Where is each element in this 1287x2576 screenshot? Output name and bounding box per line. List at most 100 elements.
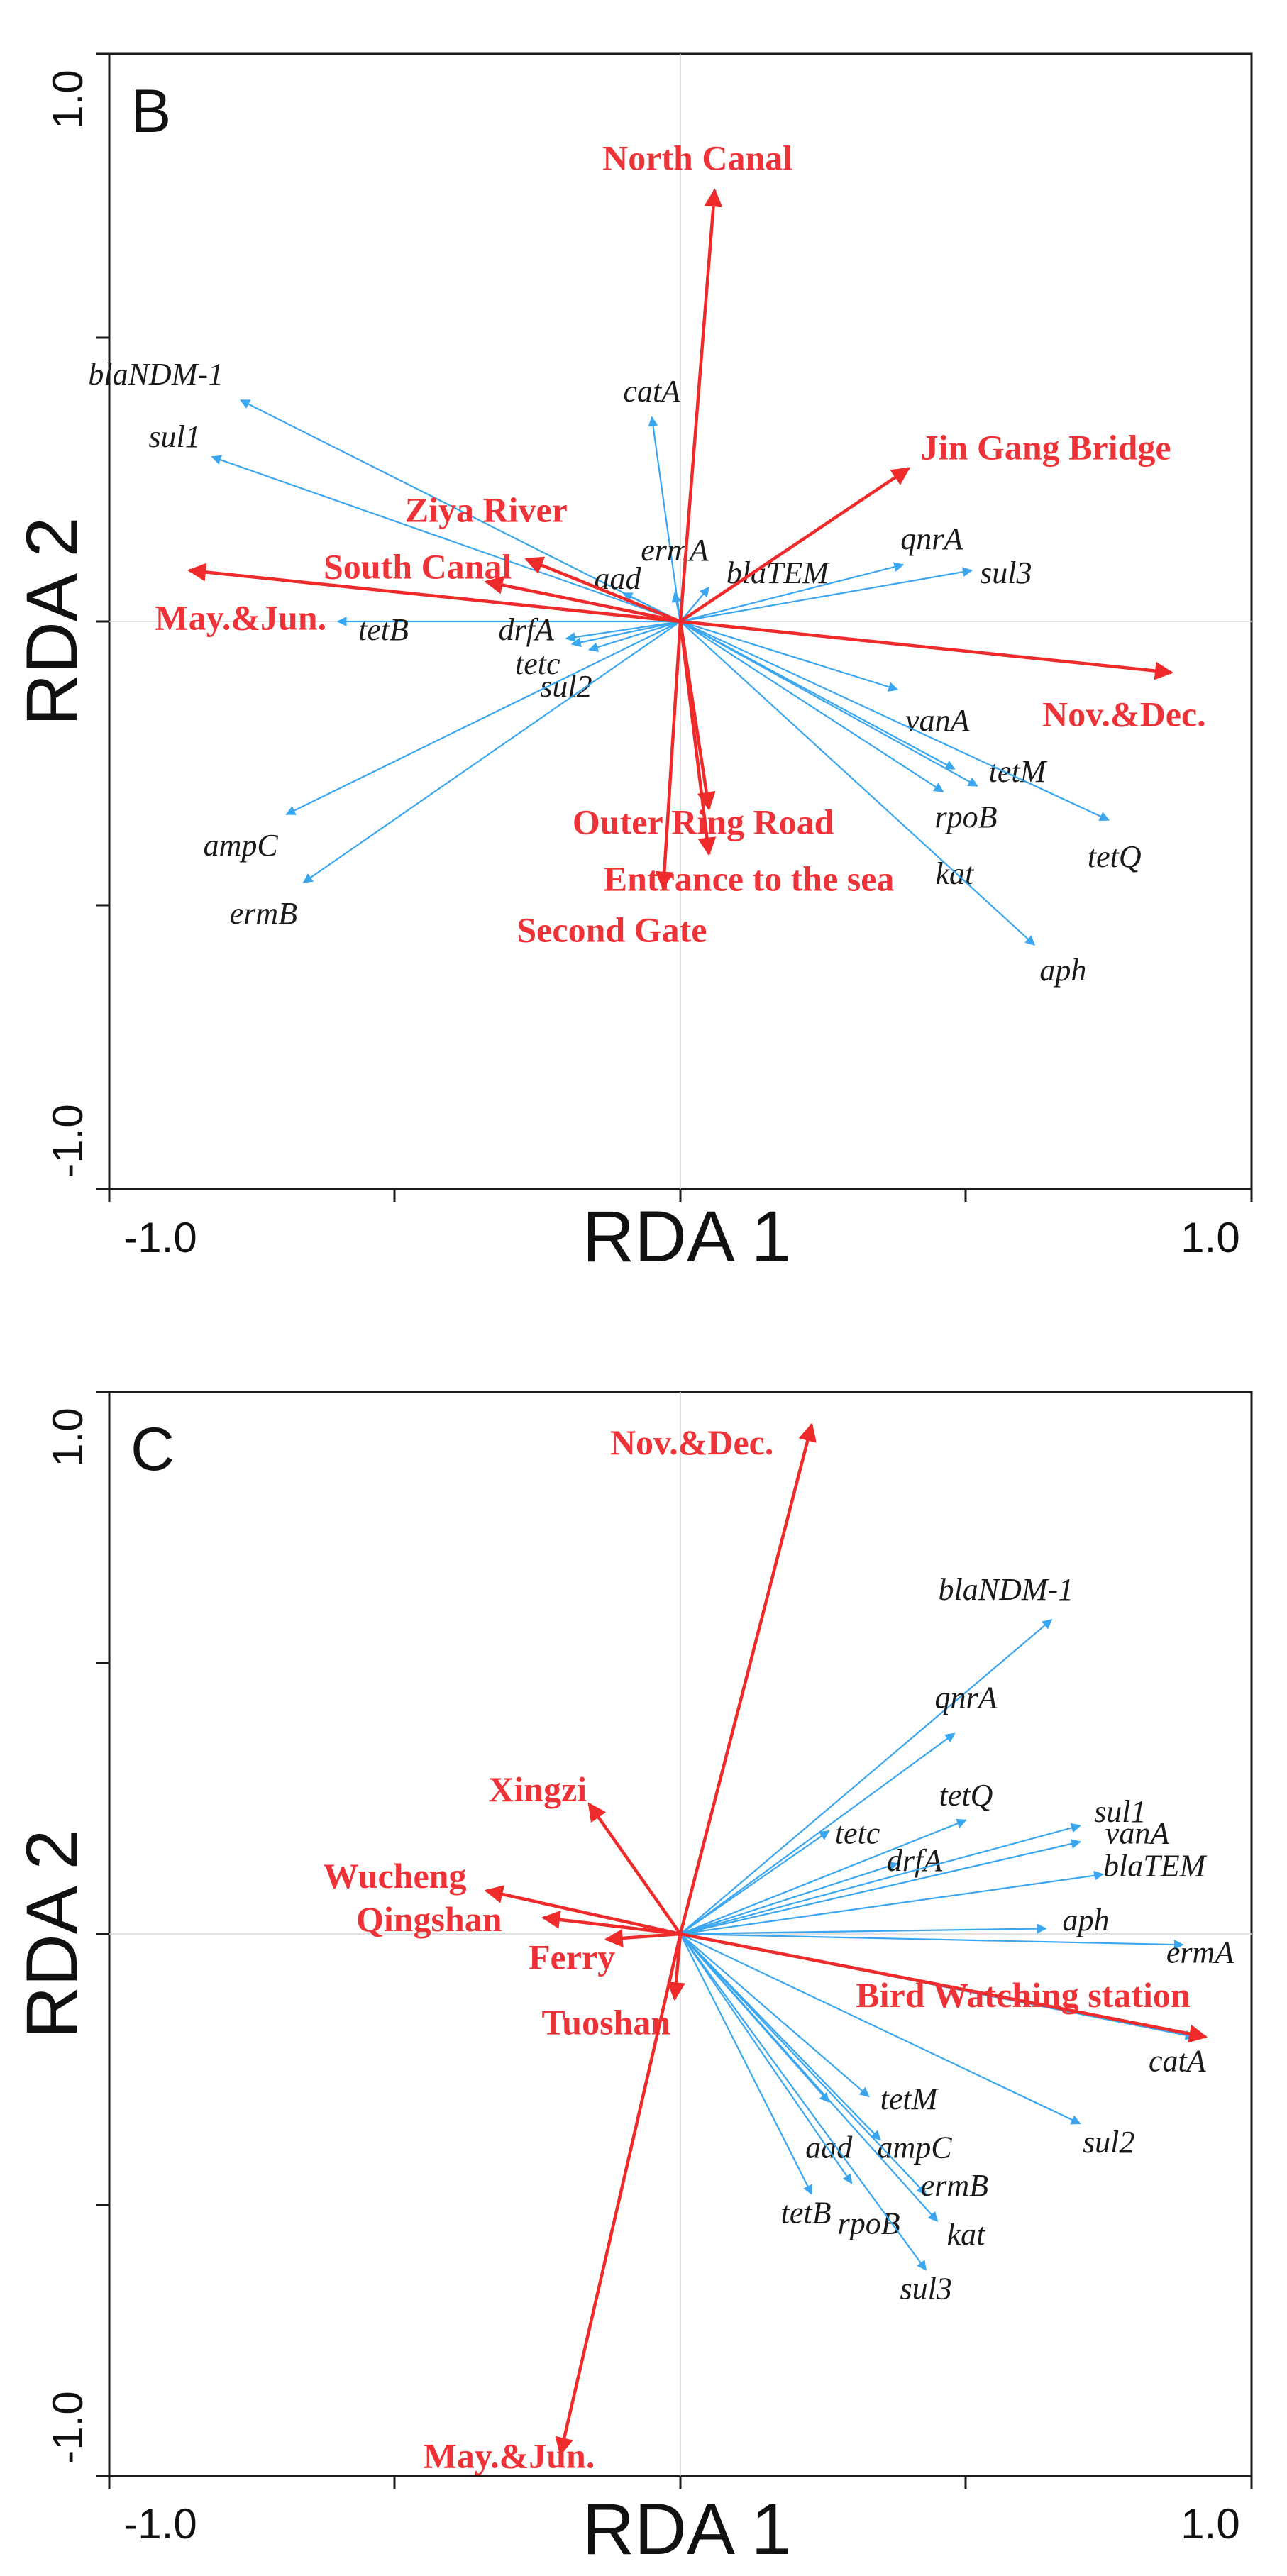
gene-arrow-drfa bbox=[565, 620, 681, 643]
x-axis-label: RDA 1 bbox=[582, 1196, 792, 1277]
env-label-tuoshan: Tuoshan bbox=[542, 2002, 671, 2042]
gene-arrow-blandm-1 bbox=[680, 1618, 1053, 1935]
gene-arrow-ampc bbox=[285, 621, 681, 815]
gene-label-tetq: tetQ bbox=[1088, 839, 1142, 874]
gene-label-rpob: rpoB bbox=[935, 800, 998, 834]
gene-label-tetm: tetM bbox=[880, 2082, 939, 2116]
env-label-bird-watching-station: Bird Watching station bbox=[856, 1975, 1191, 2015]
gene-arrow-cata bbox=[648, 416, 682, 622]
env-label-second-gate: Second Gate bbox=[517, 910, 707, 949]
gene-arrow-tetq bbox=[680, 1818, 967, 1935]
gene-label-vana: vanA bbox=[905, 703, 971, 738]
gene-arrow-sul1 bbox=[680, 1823, 1081, 1935]
gene-label-ermb: ermB bbox=[921, 2168, 988, 2203]
gene-arrow-sul1 bbox=[211, 455, 681, 623]
env-arrow-wucheng bbox=[484, 1885, 681, 1936]
gene-arrow-blatem bbox=[680, 586, 710, 622]
env-label-wucheng: Wucheng bbox=[324, 1856, 467, 1896]
gene-label-aph: aph bbox=[1039, 953, 1086, 988]
gene-arrow-drfa bbox=[680, 1861, 899, 1935]
gene-label-kat: kat bbox=[947, 2217, 987, 2252]
x-tick-label-left: -1.0 bbox=[123, 1214, 197, 1261]
gene-label-qnra: qnrA bbox=[900, 521, 963, 556]
env-label-ferry: Ferry bbox=[529, 1937, 615, 1977]
y-axis-label: RDA 2 bbox=[11, 1830, 92, 2039]
gene-arrow-blatem bbox=[680, 1870, 1105, 1935]
y-tick-label-top: 1.0 bbox=[44, 1408, 92, 1466]
gene-label-vana: vanA bbox=[1105, 1816, 1171, 1851]
gene-arrow-qnra bbox=[680, 1732, 956, 1935]
env-arrow-nov-dec bbox=[680, 619, 1173, 680]
gene-arrow-rpob bbox=[680, 1933, 853, 2184]
env-label-nov-dec: Nov.&Dec. bbox=[610, 1422, 774, 1462]
env-arrow-may-jun bbox=[555, 1933, 683, 2456]
gene-label-tetc: tetc bbox=[835, 1816, 880, 1851]
env-label-nov-dec: Nov.&Dec. bbox=[1042, 694, 1206, 734]
gene-label-sul2: sul2 bbox=[1083, 2125, 1134, 2160]
y-tick-label-bottom: -1.0 bbox=[44, 1104, 92, 1177]
gene-label-tetb: tetB bbox=[358, 612, 409, 647]
gene-arrow-vana bbox=[680, 1839, 1081, 1935]
panel-label: C bbox=[131, 1415, 175, 1483]
gene-label-sul1: sul1 bbox=[1094, 1794, 1146, 1829]
gene-arrow-ermb bbox=[302, 621, 681, 883]
gene-label-cata: catA bbox=[1149, 2043, 1207, 2078]
env-arrow-ziya-river bbox=[484, 575, 681, 624]
gene-label-tetc: tetc bbox=[515, 646, 560, 681]
env-label-ziya-river: Ziya River bbox=[405, 490, 568, 529]
gene-arrow-sul3 bbox=[680, 1933, 927, 2271]
env-arrow-nov-dec bbox=[678, 1422, 817, 1935]
env-label-may-jun: May.&Jun. bbox=[424, 2436, 595, 2476]
gene-label-qnra: qnrA bbox=[935, 1681, 998, 1715]
x-axis-label: RDA 1 bbox=[582, 2489, 792, 2570]
gene-label-ampc: ampC bbox=[877, 2130, 952, 2165]
gene-arrow-vana bbox=[680, 620, 899, 692]
env-label-jin-gang-bridge: Jin Gang Bridge bbox=[921, 427, 1171, 467]
gene-label-aph: aph bbox=[1063, 1903, 1110, 1937]
gene-label-erma: ermA bbox=[641, 533, 709, 568]
gene-arrow-blandm-1 bbox=[239, 399, 681, 622]
gene-arrow-aph bbox=[680, 621, 1036, 946]
env-arrow-entrance-to-the-sea bbox=[678, 621, 717, 856]
env-label-qingshan: Qingshan bbox=[356, 1899, 502, 1939]
env-arrow-ferry bbox=[604, 1928, 681, 1947]
env-arrow-qingshan bbox=[541, 1910, 681, 1936]
gene-label-sul3: sul3 bbox=[900, 2271, 951, 2306]
gene-label-blatem: blaTEM bbox=[1103, 1848, 1208, 1883]
gene-arrow-rpob bbox=[680, 621, 956, 770]
gene-arrow-qnra bbox=[680, 562, 905, 623]
gene-arrow-sul2 bbox=[587, 620, 681, 652]
x-tick-label-right: 1.0 bbox=[1181, 1214, 1239, 1261]
gene-label-ermb: ermB bbox=[230, 896, 297, 931]
gene-label-tetb: tetB bbox=[781, 2195, 832, 2230]
env-arrow-north-canal bbox=[678, 188, 723, 622]
gene-label-blandm-1: blaNDM-1 bbox=[939, 1572, 1074, 1607]
gene-label-ampc: ampC bbox=[204, 828, 279, 863]
y-axis-label: RDA 2 bbox=[11, 517, 92, 726]
gene-arrow-ermb bbox=[680, 1933, 927, 2195]
gene-arrow-kat bbox=[680, 1933, 939, 2222]
y-tick-label-bottom: -1.0 bbox=[44, 2391, 92, 2464]
ticks bbox=[96, 1391, 1253, 2489]
gene-label-sul3: sul3 bbox=[980, 555, 1032, 590]
gene-arrow-erma bbox=[680, 1933, 1184, 1950]
gene-arrow-tetc bbox=[570, 620, 681, 648]
gene-label-rpob: rpoB bbox=[838, 2206, 900, 2241]
gene-arrow-tetq bbox=[680, 621, 1110, 822]
env-arrow-second-gate bbox=[655, 621, 683, 890]
x-tick-label-right: 1.0 bbox=[1181, 2500, 1239, 2548]
gene-label-tetq: tetQ bbox=[939, 1778, 993, 1813]
panel-label: B bbox=[131, 77, 171, 145]
gene-arrow-sul2 bbox=[680, 1933, 1081, 2125]
env-arrow-bird-watching-station bbox=[680, 1932, 1208, 2043]
gene-label-cata: catA bbox=[623, 374, 681, 409]
gene-label-blatem: blaTEM bbox=[727, 555, 831, 590]
gene-arrow-sul3 bbox=[680, 567, 973, 623]
env-label-north-canal: North Canal bbox=[602, 138, 792, 177]
env-arrow-may-jun bbox=[187, 563, 681, 624]
env-label-xingzi: Xingzi bbox=[488, 1769, 587, 1809]
